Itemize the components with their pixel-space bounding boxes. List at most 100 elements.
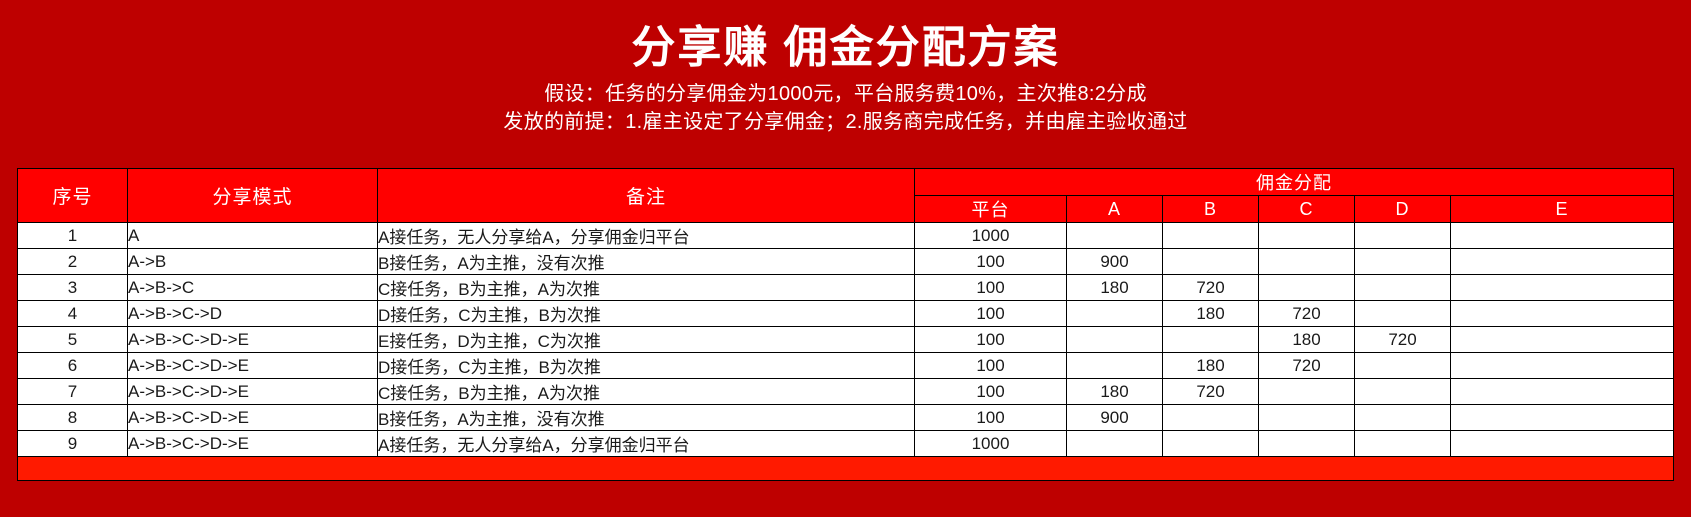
cell-c xyxy=(1258,274,1355,301)
cell-b xyxy=(1162,248,1259,275)
cell-e xyxy=(1449,300,1675,327)
cell-c xyxy=(1258,378,1355,405)
cell-mode: A xyxy=(127,222,378,249)
cell-mode: A->B->C->D->E xyxy=(127,352,378,379)
cell-a xyxy=(1066,326,1163,353)
subtitle-line-1: 假设：任务的分享佣金为1000元，平台服务费10%，主次推8:2分成 xyxy=(544,82,1147,105)
cell-index: 4 xyxy=(17,300,128,327)
cell-platform: 100 xyxy=(914,326,1067,353)
cell-c: 720 xyxy=(1258,352,1355,379)
table-row: 1 A A接任务，无人分享给A，分享佣金归平台 1000 xyxy=(17,222,1675,249)
cell-d xyxy=(1354,378,1451,405)
commission-table: 序号 分享模式 备注 佣金分配 平台 A B C D E 1 A xyxy=(16,168,1675,481)
col-header-note: 备注 xyxy=(377,168,915,223)
cell-a: 900 xyxy=(1066,404,1163,431)
left-gutter xyxy=(0,168,17,488)
cell-b xyxy=(1162,404,1259,431)
cell-mode: A->B->C->D->E xyxy=(127,430,378,457)
page-title: 分享赚 佣金分配方案 xyxy=(631,23,1060,72)
cell-index: 1 xyxy=(17,222,128,249)
cell-mode: A->B->C->D->E xyxy=(127,326,378,353)
cell-e xyxy=(1449,274,1675,301)
table-row: 6 A->B->C->D->E D接任务，C为主推，B为次推 100 180 7… xyxy=(17,352,1675,379)
cell-c: 180 xyxy=(1258,326,1355,353)
cell-platform: 100 xyxy=(914,378,1067,405)
cell-a: 900 xyxy=(1066,248,1163,275)
cell-a: 180 xyxy=(1066,274,1163,301)
cell-c xyxy=(1258,430,1355,457)
col-header-d: D xyxy=(1354,195,1451,223)
cell-mode: A->B->C->D xyxy=(127,300,378,327)
table-row: 9 A->B->C->D->E A接任务，无人分享给A，分享佣金归平台 1000 xyxy=(17,430,1675,457)
cell-d xyxy=(1354,300,1451,327)
cell-note: D接任务，C为主推，B为次推 xyxy=(377,300,915,327)
col-header-mode: 分享模式 xyxy=(127,168,378,223)
cell-platform: 100 xyxy=(914,300,1067,327)
cell-d xyxy=(1354,352,1451,379)
cell-d xyxy=(1354,248,1451,275)
cell-c xyxy=(1258,222,1355,249)
header-row-top: 序号 分享模式 备注 佣金分配 xyxy=(17,168,1675,223)
table-row: 3 A->B->C C接任务，B为主推，A为次推 100 180 720 xyxy=(17,274,1675,301)
cell-c: 720 xyxy=(1258,300,1355,327)
cell-a xyxy=(1066,300,1163,327)
cell-b: 720 xyxy=(1162,378,1259,405)
cell-index: 2 xyxy=(17,248,128,275)
cell-e xyxy=(1449,326,1675,353)
cell-c xyxy=(1258,404,1355,431)
cell-platform: 1000 xyxy=(914,222,1067,249)
cell-d xyxy=(1354,430,1451,457)
cell-a xyxy=(1066,430,1163,457)
table-row: 7 A->B->C->D->E C接任务，B为主推，A为次推 100 180 7… xyxy=(17,378,1675,405)
cell-e xyxy=(1449,352,1675,379)
cell-index: 8 xyxy=(17,404,128,431)
cell-platform: 100 xyxy=(914,352,1067,379)
footer-strip-cell xyxy=(16,456,1675,481)
cell-note: B接任务，A为主推，没有次推 xyxy=(377,404,915,431)
cell-note: E接任务，D为主推，C为次推 xyxy=(377,326,915,353)
cell-platform: 100 xyxy=(914,248,1067,275)
cell-platform: 1000 xyxy=(914,430,1067,457)
table-body: 1 A A接任务，无人分享给A，分享佣金归平台 1000 2 A->B B接任务… xyxy=(16,222,1675,481)
table-row: 5 A->B->C->D->E E接任务，D为主推，C为次推 100 180 7… xyxy=(17,326,1675,353)
table-row: 8 A->B->C->D->E B接任务，A为主推，没有次推 100 900 xyxy=(17,404,1675,431)
cell-e xyxy=(1449,248,1675,275)
table-row: 4 A->B->C->D D接任务，C为主推，B为次推 100 180 720 xyxy=(17,300,1675,327)
table-row: 2 A->B B接任务，A为主推，没有次推 100 900 xyxy=(17,248,1675,275)
table-head: 序号 分享模式 备注 佣金分配 平台 A B C D E xyxy=(17,168,1675,223)
cell-a xyxy=(1066,352,1163,379)
cell-a: 180 xyxy=(1066,378,1163,405)
cell-a xyxy=(1066,222,1163,249)
cell-note: A接任务，无人分享给A，分享佣金归平台 xyxy=(377,430,915,457)
cell-b: 180 xyxy=(1162,352,1259,379)
col-header-c: C xyxy=(1258,195,1355,223)
cell-e xyxy=(1449,430,1675,457)
col-header-platform: 平台 xyxy=(914,195,1067,223)
cell-index: 6 xyxy=(17,352,128,379)
table-footer-strip xyxy=(16,456,1675,481)
col-header-a: A xyxy=(1066,195,1163,223)
cell-note: B接任务，A为主推，没有次推 xyxy=(377,248,915,275)
page-header: 分享赚 佣金分配方案 假设：任务的分享佣金为1000元，平台服务费10%，主次推… xyxy=(0,0,1691,137)
cell-platform: 100 xyxy=(914,404,1067,431)
cell-index: 5 xyxy=(17,326,128,353)
col-header-index: 序号 xyxy=(17,168,128,223)
cell-d: 720 xyxy=(1354,326,1451,353)
cell-mode: A->B->C->D->E xyxy=(127,404,378,431)
col-header-group-commission: 佣金分配 xyxy=(913,168,1675,196)
cell-b: 720 xyxy=(1162,274,1259,301)
cell-platform: 100 xyxy=(914,274,1067,301)
cell-note: D接任务，C为主推，B为次推 xyxy=(377,352,915,379)
cell-b xyxy=(1162,222,1259,249)
cell-index: 3 xyxy=(17,274,128,301)
cell-d xyxy=(1354,404,1451,431)
cell-index: 9 xyxy=(17,430,128,457)
cell-e xyxy=(1449,378,1675,405)
cell-note: C接任务，B为主推，A为次推 xyxy=(377,378,915,405)
commission-table-wrap: 序号 分享模式 备注 佣金分配 平台 A B C D E 1 A xyxy=(16,168,1675,481)
cell-b: 180 xyxy=(1162,300,1259,327)
cell-note: A接任务，无人分享给A，分享佣金归平台 xyxy=(377,222,915,249)
col-header-e: E xyxy=(1449,195,1675,223)
cell-mode: A->B xyxy=(127,248,378,275)
